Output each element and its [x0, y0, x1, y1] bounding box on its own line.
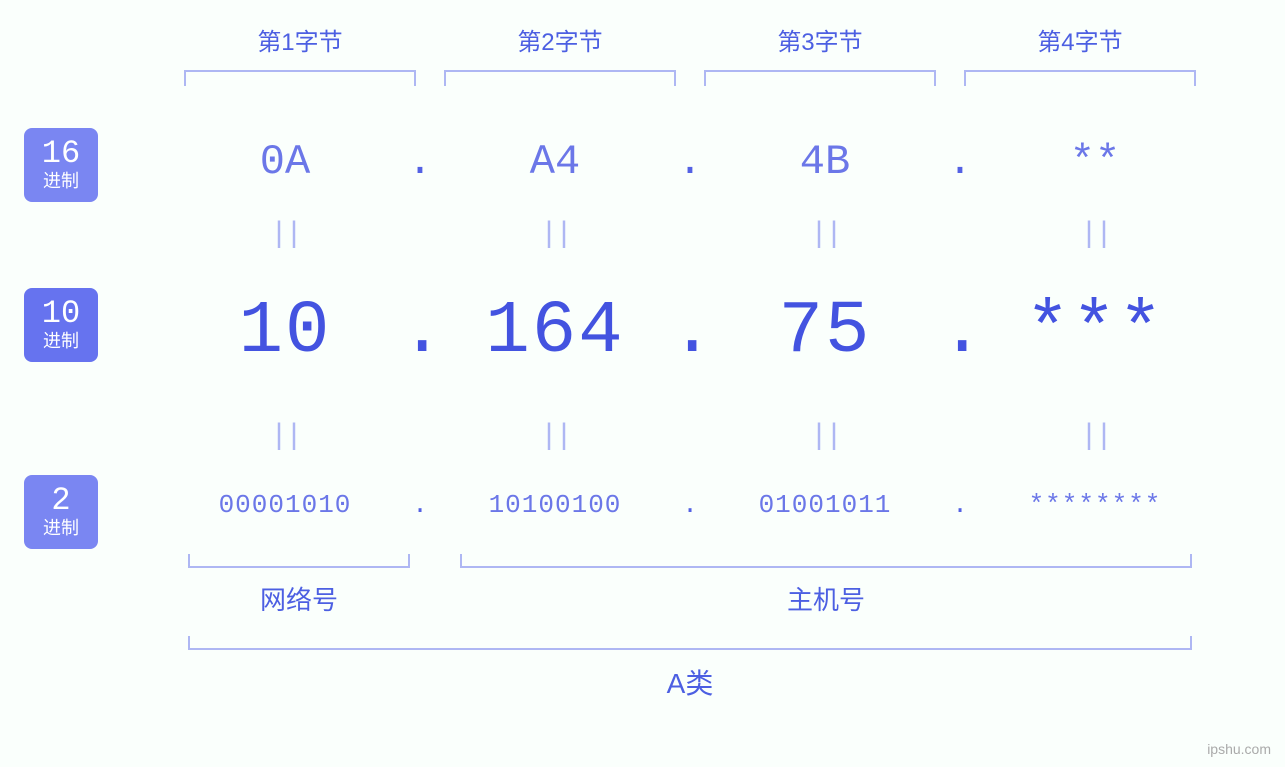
- watermark: ipshu.com: [1207, 741, 1271, 757]
- eq-1-2: ||: [440, 218, 670, 252]
- dec-dot-1: .: [400, 290, 440, 374]
- bin-row: 00001010 . 10100100 . 01001011 . *******…: [170, 490, 1210, 520]
- eq-1-1: ||: [170, 218, 400, 252]
- eq-1-4: ||: [980, 218, 1210, 252]
- eq-2-3: ||: [710, 420, 940, 454]
- dec-dot-2: .: [670, 290, 710, 374]
- eq-row-hex-dec: || || || ||: [170, 218, 1210, 252]
- eq-2-2: ||: [440, 420, 670, 454]
- hex-byte-4: **: [980, 138, 1210, 186]
- byte-header-4: 第4字节: [1037, 29, 1122, 56]
- base-label-bin: 2 进制: [24, 475, 98, 549]
- base-label-dec: 10 进制: [24, 288, 98, 362]
- eq-2-1: ||: [170, 420, 400, 454]
- class-label: A类: [188, 662, 1192, 702]
- bin-dot-1: .: [400, 490, 440, 520]
- host-label: 主机号: [460, 580, 1192, 617]
- dec-byte-4: ***: [980, 290, 1210, 374]
- bracket-top-3: [690, 60, 950, 90]
- bin-byte-1: 00001010: [170, 490, 400, 520]
- bin-dot-2: .: [670, 490, 710, 520]
- hex-byte-1: 0A: [170, 138, 400, 186]
- byte-header-2: 第2字节: [517, 29, 602, 56]
- base-hex-txt: 进制: [43, 172, 79, 192]
- base-bin-txt: 进制: [43, 519, 79, 539]
- byte-brackets-top: [170, 60, 1210, 90]
- eq-2-4: ||: [980, 420, 1210, 454]
- hex-dot-3: .: [940, 138, 980, 186]
- dec-byte-3: 75: [710, 290, 940, 374]
- hex-byte-3: 4B: [710, 138, 940, 186]
- eq-1-3: ||: [710, 218, 940, 252]
- network-bracket: [188, 554, 410, 568]
- bracket-top-2: [430, 60, 690, 90]
- dec-byte-2: 164: [440, 290, 670, 374]
- base-bin-num: 2: [51, 485, 70, 517]
- bracket-top-1: [170, 60, 430, 90]
- network-label: 网络号: [188, 580, 410, 617]
- ip-diagram: 第1字节 第2字节 第3字节 第4字节 16 进制 10 进制 2 进制 0A …: [0, 0, 1285, 767]
- byte-header-1: 第1字节: [257, 29, 342, 56]
- bin-byte-4: ********: [980, 490, 1210, 520]
- dec-dot-3: .: [940, 290, 980, 374]
- hex-row: 0A . A4 . 4B . **: [170, 138, 1210, 186]
- bracket-top-4: [950, 60, 1210, 90]
- base-dec-txt: 进制: [43, 332, 79, 352]
- byte-header-row: 第1字节 第2字节 第3字节 第4字节: [170, 22, 1210, 57]
- byte-header-3: 第3字节: [777, 29, 862, 56]
- bin-byte-2: 10100100: [440, 490, 670, 520]
- hex-dot-1: .: [400, 138, 440, 186]
- eq-row-dec-bin: || || || ||: [170, 420, 1210, 454]
- hex-dot-2: .: [670, 138, 710, 186]
- hex-byte-2: A4: [440, 138, 670, 186]
- dec-byte-1: 10: [170, 290, 400, 374]
- host-bracket: [460, 554, 1192, 568]
- base-dec-num: 10: [42, 298, 80, 330]
- dec-row: 10 . 164 . 75 . ***: [170, 290, 1210, 374]
- class-bracket: [188, 636, 1192, 650]
- base-label-hex: 16 进制: [24, 128, 98, 202]
- bin-byte-3: 01001011: [710, 490, 940, 520]
- bin-dot-3: .: [940, 490, 980, 520]
- base-hex-num: 16: [42, 138, 80, 170]
